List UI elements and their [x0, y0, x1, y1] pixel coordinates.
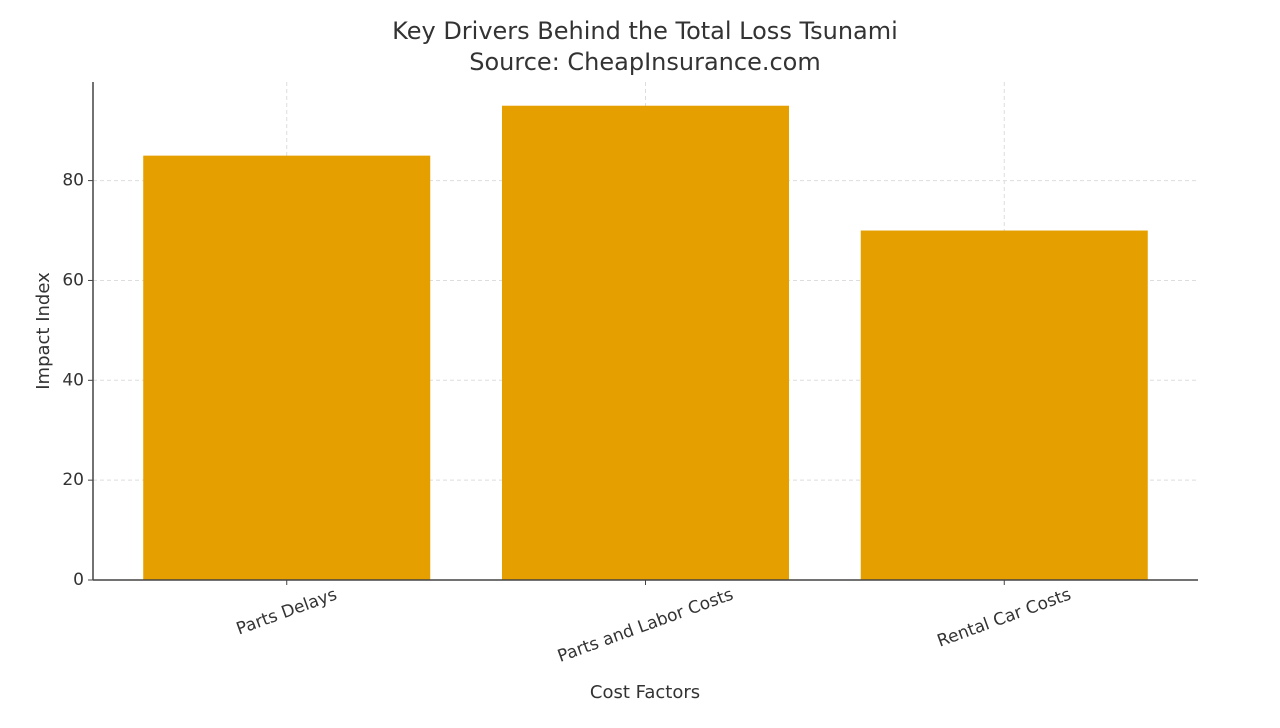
- y-tick-label: 40: [62, 370, 84, 390]
- bar: [501, 105, 790, 580]
- y-tick-label: 0: [73, 570, 84, 590]
- chart-title: Key Drivers Behind the Total Loss Tsunam…: [392, 17, 898, 45]
- x-tick-label: Rental Car Costs: [935, 585, 1074, 652]
- x-tick-label: Parts and Labor Costs: [555, 585, 736, 667]
- y-tick-label: 80: [62, 171, 84, 191]
- x-axis-label: Cost Factors: [590, 682, 700, 703]
- chart-subtitle: Source: CheapInsurance.com: [469, 48, 820, 76]
- y-tick-label: 60: [62, 270, 84, 290]
- bar: [143, 155, 431, 580]
- bar: [860, 230, 1148, 581]
- y-axis-label: Impact Index: [33, 272, 54, 390]
- x-tick-label: Parts Delays: [234, 585, 340, 640]
- y-tick-label: 20: [62, 470, 84, 490]
